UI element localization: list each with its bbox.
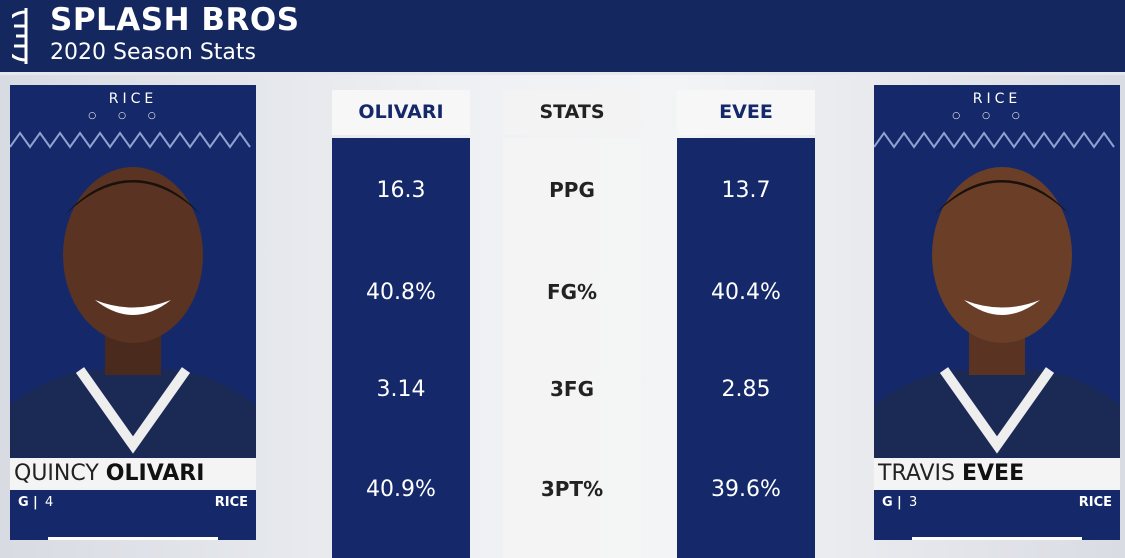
title: SPLASH BROS [50, 2, 300, 38]
stat-label: PPG [549, 178, 595, 202]
school: RICE [972, 91, 1022, 107]
last-name: EVEE [961, 461, 1025, 486]
player-photo [874, 167, 1120, 458]
stat-value: 3.14 [376, 377, 426, 402]
player-card: RICE ○○○ QUINCY OLIVARI G | 4 RICE [10, 85, 256, 540]
stat-value: 40.9% [366, 477, 436, 502]
team: RICE [1078, 495, 1112, 510]
player-info: G | 4 RICE [10, 490, 256, 515]
team: RICE [214, 495, 248, 510]
dots: ○○○ [952, 111, 1042, 121]
player-card: RICE ○○○ TRAVIS EVEE G | 3 RICE [874, 85, 1120, 540]
column-body [332, 138, 470, 558]
table-column: EVEE 13.7 40.4% 2.85 39.6% [677, 90, 815, 558]
player-photo [10, 167, 256, 458]
column-body [503, 138, 641, 558]
stat-value: 13.7 [721, 178, 771, 203]
table-column: OLIVARI 16.3 40.8% 3.14 40.9% [332, 90, 470, 558]
separator: | [33, 495, 38, 510]
underline [912, 537, 1082, 540]
stat-value: 40.8% [366, 280, 436, 305]
stat-value: 40.4% [711, 280, 781, 305]
stat-value: 39.6% [711, 477, 781, 502]
position: G [18, 495, 29, 510]
first-name: QUINCY [14, 461, 99, 486]
player-name: TRAVIS EVEE [874, 458, 1120, 490]
first-name: TRAVIS [878, 461, 955, 486]
stat-value: 16.3 [376, 178, 426, 203]
underline [48, 537, 218, 540]
column-header: STATS [503, 90, 641, 135]
separator: | [897, 495, 902, 510]
top-banner: SPLASH BROS 2020 Season Stats [0, 0, 1125, 75]
stat-label: FG% [546, 280, 598, 304]
stat-value: 2.85 [721, 377, 771, 402]
stat-label: 3PT% [540, 477, 604, 501]
dots: ○○○ [88, 111, 178, 121]
logo [12, 8, 28, 64]
column-header: EVEE [677, 90, 815, 135]
table-column: STATS PPG FG% 3FG 3PT% [503, 90, 641, 558]
school: RICE [108, 91, 158, 107]
number: 3 [909, 495, 918, 510]
column-header: OLIVARI [332, 90, 470, 135]
pattern [10, 131, 251, 149]
stat-label: 3FG [550, 377, 594, 401]
player-name: QUINCY OLIVARI [10, 458, 256, 490]
column-body [677, 138, 815, 558]
player-info: G | 3 RICE [874, 490, 1120, 515]
position: G [882, 495, 893, 510]
number: 4 [45, 495, 54, 510]
pattern [874, 131, 1115, 149]
subtitle: 2020 Season Stats [50, 40, 256, 65]
last-name: OLIVARI [105, 461, 205, 486]
